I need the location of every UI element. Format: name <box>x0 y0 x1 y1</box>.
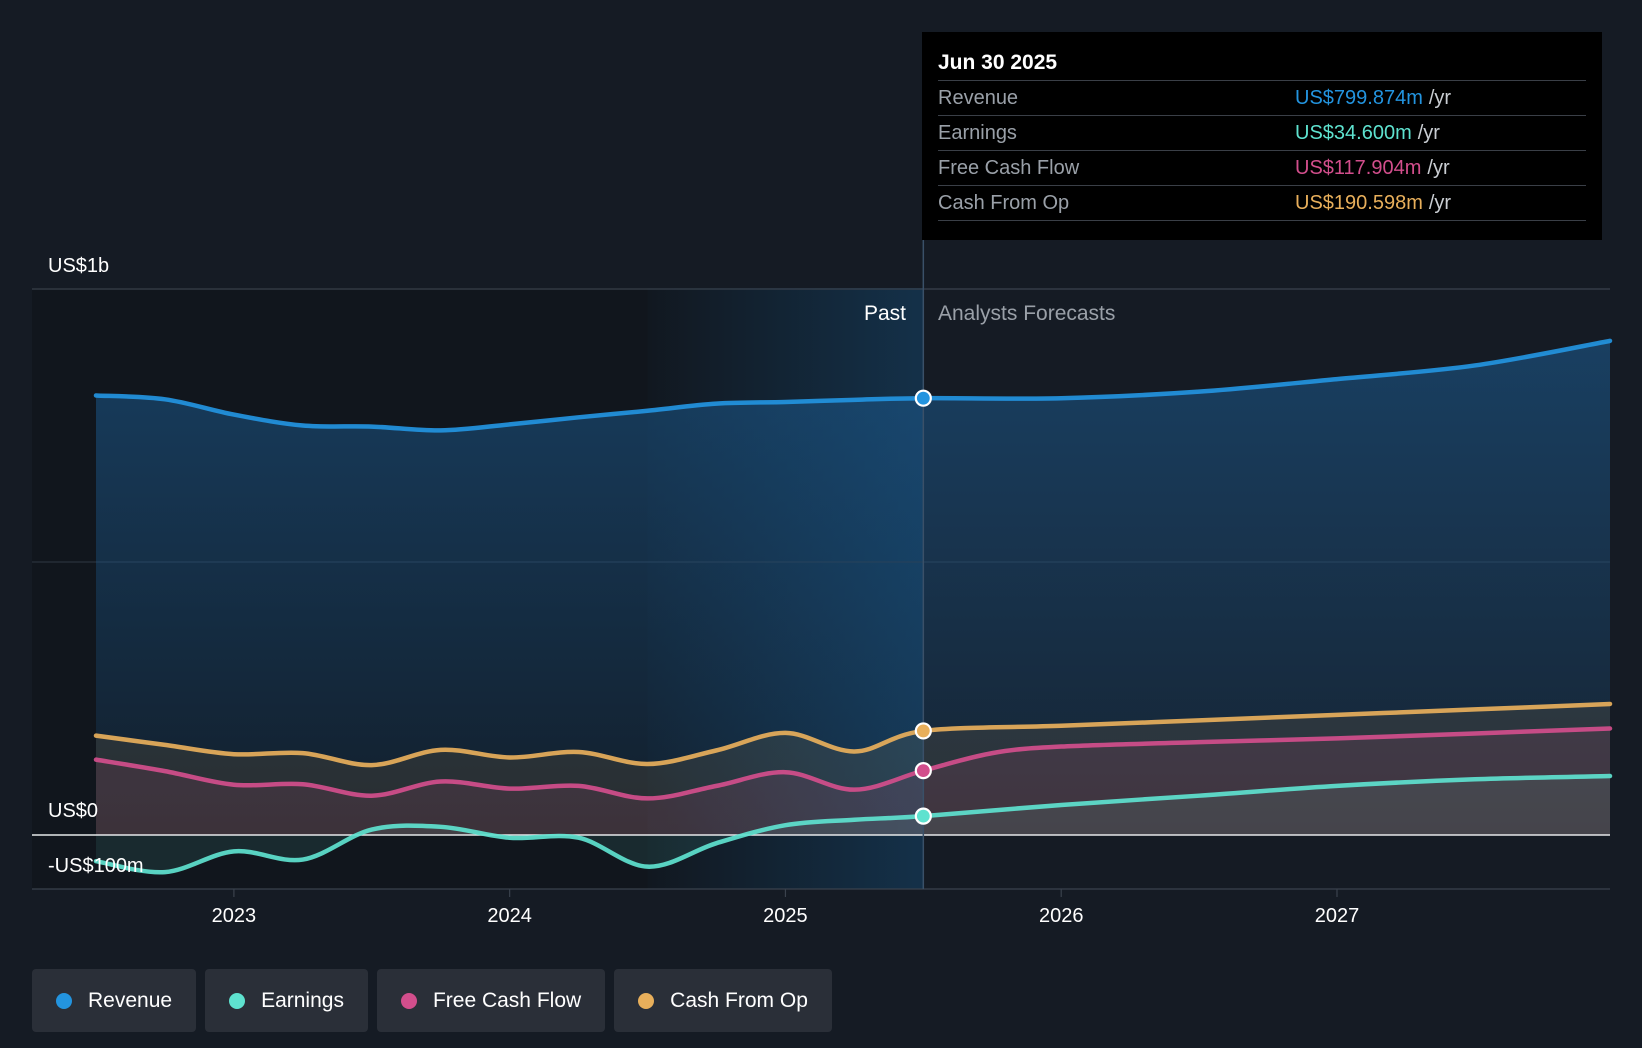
x-tick-label: 2024 <box>487 905 532 927</box>
marker-cash-from-op[interactable] <box>914 722 932 740</box>
marker-revenue[interactable] <box>914 389 932 407</box>
legend-dot-icon <box>400 992 417 1009</box>
tooltip-row-earnings: Earnings US$34.600m/yr <box>938 116 1586 151</box>
area-cash-from-op <box>96 703 1610 835</box>
legend-item-earnings[interactable]: Earnings <box>205 969 368 1032</box>
marker-earnings[interactable] <box>914 807 932 825</box>
y-label-bottom: -US$100m <box>48 855 144 877</box>
area-earnings <box>96 776 1610 873</box>
tooltip-value: US$34.600m <box>1295 122 1412 144</box>
legend-label: Cash From Op <box>670 988 808 1012</box>
tooltip-value: US$117.904m <box>1295 157 1422 179</box>
tooltip-label: Cash From Op <box>938 192 1070 214</box>
legend-label: Earnings <box>261 988 344 1012</box>
legend-dot-icon <box>229 992 246 1009</box>
tooltip-value-wrap: US$799.874m/yr <box>1295 81 1451 115</box>
tooltip-row-free-cash-flow: Free Cash Flow US$117.904m/yr <box>938 151 1586 186</box>
y-label-top: US$1b <box>48 255 109 277</box>
line-cash-from-op <box>93 701 1613 768</box>
line-free-cash-flow <box>93 726 1613 801</box>
legend-dot-icon <box>638 992 655 1009</box>
tooltip-value-wrap: US$117.904m/yr <box>1295 151 1450 185</box>
tooltip-value: US$190.598m <box>1295 192 1423 214</box>
legend-dot-icon <box>56 992 72 1009</box>
legend-item-free-cash-flow[interactable]: Free Cash Flow <box>376 969 606 1032</box>
tooltip-value-wrap: US$190.598m/yr <box>1295 186 1451 220</box>
tooltip-panel: Jun 30 2025 Revenue US$799.874m/yr Earni… <box>922 32 1602 240</box>
line-revenue <box>93 338 1613 433</box>
tooltip-row-revenue: Revenue US$799.874m/yr <box>938 81 1586 116</box>
legend-label: Free Cash Flow <box>432 988 582 1012</box>
tooltip-label: Earnings <box>938 122 1017 144</box>
x-tick-label: 2026 <box>1039 905 1084 927</box>
area-revenue <box>96 340 1610 835</box>
tooltip-row-cash-from-op: Cash From Op US$190.598m/yr <box>938 186 1586 221</box>
area-free-cash-flow <box>96 728 1610 835</box>
past-label: Past <box>864 302 906 325</box>
tooltip-value: US$799.874m <box>1295 87 1423 109</box>
forecast-label: Analysts Forecasts <box>938 302 1115 325</box>
tooltip-unit: /yr <box>1417 122 1440 144</box>
tooltip-value-wrap: US$34.600m/yr <box>1295 116 1440 150</box>
marker-free-cash-flow[interactable] <box>914 762 932 780</box>
y-label-zero: US$0 <box>48 800 98 822</box>
line-earnings <box>93 773 1613 875</box>
tooltip-label: Free Cash Flow <box>938 157 1080 179</box>
legend: Revenue Earnings Free Cash Flow Cash Fro… <box>32 969 832 1032</box>
legend-label: Revenue <box>88 988 173 1012</box>
tooltip-label: Revenue <box>938 87 1019 109</box>
tooltip-date: Jun 30 2025 <box>938 46 1586 81</box>
tooltip-unit: /yr <box>1427 157 1450 179</box>
legend-item-cash-from-op[interactable]: Cash From Op <box>614 969 832 1032</box>
legend-item-revenue[interactable]: Revenue <box>32 969 197 1032</box>
tooltip-unit: /yr <box>1428 87 1452 109</box>
x-tick-label: 2027 <box>1315 905 1360 927</box>
tooltip-unit: /yr <box>1428 192 1452 214</box>
x-tick-label: 2025 <box>763 905 808 927</box>
x-tick-label: 2023 <box>212 905 257 927</box>
